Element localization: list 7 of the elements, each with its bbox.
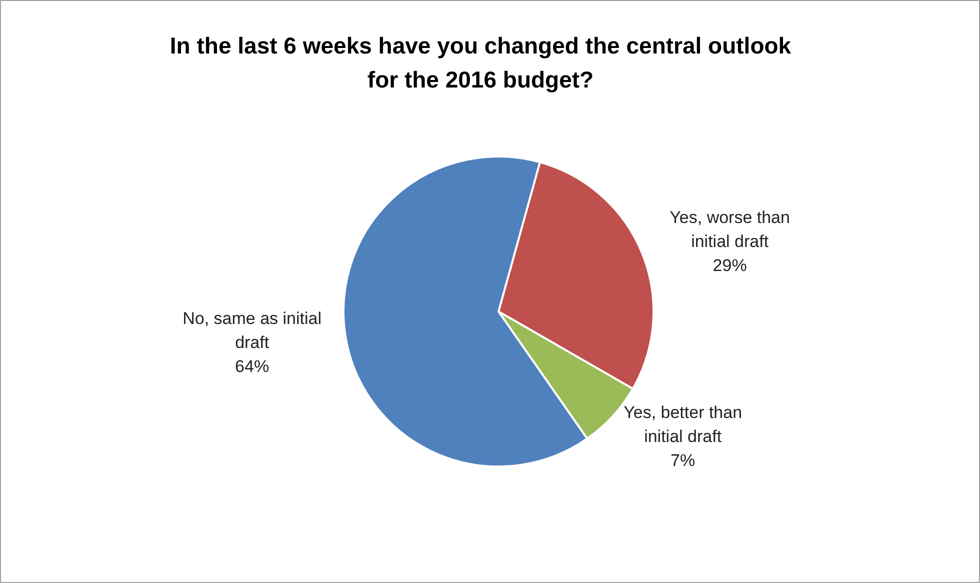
slice-label: No, same as initial draft	[182, 309, 322, 352]
data-label: 7%	[670, 450, 696, 470]
data-label: 29%	[712, 256, 747, 275]
data-label: 64%	[235, 357, 270, 376]
chart-title: In the last 6 weeks have you changed the central outlook for the 2016 budget?	[170, 32, 792, 92]
slice-label: Yes, worse than initial draft	[670, 208, 790, 251]
slice-label: Yes, better than initial draft	[624, 402, 742, 446]
